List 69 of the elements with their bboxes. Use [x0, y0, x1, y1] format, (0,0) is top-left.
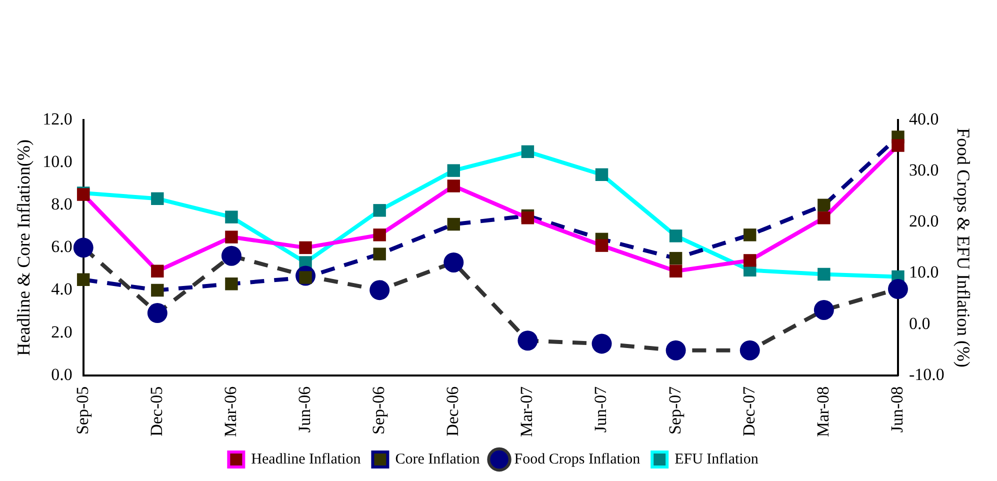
x-tick-label: Jun-06: [294, 386, 314, 433]
point: [669, 230, 682, 242]
point: [447, 180, 460, 192]
point: [447, 164, 460, 177]
point: [151, 284, 164, 297]
point: [221, 246, 242, 266]
point: [225, 210, 238, 224]
legend-label: EFU Inflation: [674, 451, 759, 468]
point: [447, 218, 460, 231]
point: [740, 340, 760, 360]
point: [744, 228, 756, 242]
point: [225, 277, 238, 290]
y2-tick-label: 20.0: [908, 212, 939, 231]
x-tick-label: Mar-07: [517, 386, 536, 438]
y-axis-title: Headline & Core Inflation(%): [14, 139, 34, 356]
y2-tick-label: 10.0: [908, 262, 939, 282]
point: [666, 340, 686, 360]
y-tick-label: 8.0: [51, 194, 72, 214]
point: [818, 212, 830, 224]
point: [373, 204, 386, 217]
x-tick-label: Dec-05: [146, 386, 166, 436]
point: [76, 273, 90, 286]
point: [518, 330, 538, 351]
point: [818, 268, 830, 281]
x-tick-label: Mar-06: [220, 386, 240, 438]
point: [73, 238, 94, 258]
y-tick-label: 10.0: [42, 152, 72, 172]
y-tick-label: 6.0: [51, 237, 72, 256]
point: [888, 279, 908, 300]
legend-label: Headline Inflation: [251, 451, 362, 468]
y2-axis-title: Food Crops & EFU Inflation (%): [953, 128, 974, 368]
point: [744, 254, 756, 267]
point: [521, 212, 534, 224]
point: [370, 280, 390, 300]
point: [669, 252, 682, 265]
point: [818, 198, 830, 212]
point: [669, 264, 682, 278]
y-tick-label: 4.0: [51, 280, 72, 299]
point: [147, 303, 168, 324]
point: [892, 139, 904, 152]
y2-tick-label: 0.0: [908, 314, 930, 333]
x-tick-label: Sep-05: [72, 386, 92, 435]
y-tick-label: 0.0: [51, 364, 72, 384]
legend-label: Food Crops Inflation: [514, 451, 641, 468]
x-tick-label: Jun-07: [591, 386, 610, 433]
x-tick-label: Jun-08: [887, 386, 906, 433]
y2-tick-label: -10.0: [908, 364, 944, 384]
y2-tick-label: 30.0: [908, 160, 939, 180]
point: [151, 264, 164, 278]
y-tick-label: 12.0: [42, 109, 72, 128]
point: [373, 228, 386, 242]
x-tick-label: Sep-06: [369, 386, 388, 435]
y-tick-label: 2.0: [51, 322, 72, 342]
point: [814, 300, 834, 320]
point: [444, 252, 464, 272]
point: [595, 168, 608, 182]
point: [151, 192, 164, 206]
legend-label: Core Inflation: [395, 451, 480, 468]
point: [225, 230, 238, 244]
point: [595, 239, 608, 252]
x-tick-label: Sep-07: [665, 386, 684, 435]
y2-tick-label: 40.0: [908, 109, 939, 128]
x-tick-label: Mar-08: [813, 386, 832, 438]
x-tick-label: Dec-07: [739, 386, 758, 436]
point: [521, 145, 534, 158]
point: [373, 248, 386, 260]
point: [299, 241, 312, 254]
point: [592, 334, 612, 354]
x-tick-label: Dec-06: [443, 386, 462, 436]
